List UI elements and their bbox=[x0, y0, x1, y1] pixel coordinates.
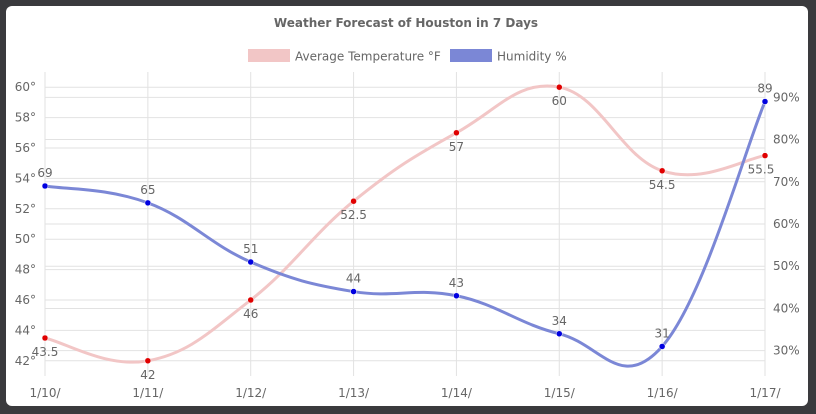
y-right-tick-label: 90% bbox=[773, 90, 800, 104]
data-point-temperature[interactable] bbox=[556, 83, 563, 91]
data-point-temperature[interactable] bbox=[247, 296, 254, 304]
x-tick-label: 1/13/ bbox=[338, 386, 370, 400]
x-tick-label: 1/15/ bbox=[544, 386, 576, 400]
chart-title: Weather Forecast of Houston in 7 Days bbox=[274, 16, 538, 30]
x-axis-ticks: 1/10/1/11/1/12/1/13/1/14/1/15/1/16/1/17/ bbox=[30, 386, 782, 400]
data-label-humidity: 43 bbox=[449, 276, 464, 290]
data-labels: 43.5 42 46 52.5 57 60 54.5 55.5 69 65 51 44 43 34 31 89 bbox=[32, 82, 775, 382]
legend-swatch-temperature[interactable] bbox=[248, 49, 290, 62]
data-point-temperature[interactable] bbox=[658, 167, 666, 175]
y-left-tick-label: 60° bbox=[15, 80, 36, 94]
series-line-humidity bbox=[43, 100, 767, 368]
y-axis-right-ticks: 30% 40% 50% 60% 70% 80% 90% bbox=[773, 90, 800, 357]
x-tick-label: 1/11/ bbox=[132, 386, 164, 400]
data-point-temperature[interactable] bbox=[41, 334, 49, 342]
y-right-tick-label: 40% bbox=[773, 301, 800, 315]
data-label-temperature: 55.5 bbox=[748, 163, 775, 177]
data-label-humidity: 31 bbox=[655, 326, 670, 340]
x-tick-label: 1/12/ bbox=[235, 386, 267, 400]
data-point-temperature[interactable] bbox=[453, 129, 460, 137]
y-right-tick-label: 60% bbox=[773, 217, 800, 231]
data-point-humidity[interactable] bbox=[556, 330, 563, 338]
y-right-tick-label: 50% bbox=[773, 259, 800, 273]
series-layer bbox=[41, 83, 769, 368]
data-point-humidity[interactable] bbox=[144, 199, 152, 207]
legend-label-humidity[interactable]: Humidity % bbox=[497, 50, 567, 64]
data-label-humidity: 34 bbox=[552, 314, 567, 328]
y-left-tick-label: 58° bbox=[15, 111, 36, 125]
y-left-tick-label: 54° bbox=[15, 171, 36, 185]
y-left-tick-label: 44° bbox=[15, 323, 36, 337]
x-tick-label: 1/16/ bbox=[647, 386, 679, 400]
data-point-humidity[interactable] bbox=[453, 292, 460, 300]
data-label-humidity: 51 bbox=[243, 242, 258, 256]
data-label-humidity: 44 bbox=[346, 272, 361, 286]
data-label-temperature: 54.5 bbox=[649, 178, 676, 192]
data-point-temperature[interactable] bbox=[761, 152, 769, 159]
legend-swatch-humidity[interactable] bbox=[450, 49, 492, 62]
data-point-humidity[interactable] bbox=[761, 98, 769, 105]
data-point-humidity[interactable] bbox=[350, 288, 357, 295]
x-tick-label: 1/17/ bbox=[750, 386, 782, 400]
data-label-humidity: 69 bbox=[37, 166, 52, 180]
data-label-temperature: 42 bbox=[140, 368, 155, 382]
y-left-tick-label: 56° bbox=[15, 141, 36, 155]
y-left-tick-label: 42° bbox=[15, 354, 36, 368]
chart-panel: Weather Forecast of Houston in 7 Days Av… bbox=[6, 6, 808, 406]
y-left-tick-label: 52° bbox=[15, 202, 36, 216]
data-point-humidity[interactable] bbox=[247, 258, 254, 266]
series-line-temperature bbox=[43, 84, 767, 364]
legend-label-temperature[interactable]: Average Temperature °F bbox=[295, 50, 441, 64]
data-point-temperature[interactable] bbox=[144, 357, 152, 365]
data-label-temperature: 60 bbox=[552, 94, 567, 108]
data-point-temperature[interactable] bbox=[350, 197, 357, 205]
grid-lines bbox=[44, 72, 766, 376]
y-left-tick-label: 50° bbox=[15, 232, 36, 246]
data-point-humidity[interactable] bbox=[41, 182, 49, 190]
data-label-temperature: 46 bbox=[243, 307, 258, 321]
chart-svg: Weather Forecast of Houston in 7 Days Av… bbox=[15, 16, 800, 400]
legend[interactable]: Average Temperature °F Humidity % bbox=[248, 49, 567, 64]
data-label-humidity: 89 bbox=[757, 82, 772, 96]
y-right-tick-label: 70% bbox=[773, 175, 800, 189]
x-tick-label: 1/14/ bbox=[441, 386, 473, 400]
data-label-temperature: 52.5 bbox=[340, 208, 367, 222]
y-right-tick-label: 30% bbox=[773, 344, 800, 358]
data-point-humidity[interactable] bbox=[658, 343, 666, 350]
y-right-tick-label: 80% bbox=[773, 133, 800, 147]
y-axis-left-ticks: 42° 44° 46° 48° 50° 52° 54° 56° 58° 60° bbox=[15, 80, 36, 368]
data-label-temperature: 43.5 bbox=[32, 345, 59, 359]
y-left-tick-label: 48° bbox=[15, 263, 36, 277]
x-tick-label: 1/10/ bbox=[30, 386, 62, 400]
y-left-tick-label: 46° bbox=[15, 293, 36, 307]
data-label-temperature: 57 bbox=[449, 140, 464, 154]
data-label-humidity: 65 bbox=[140, 183, 155, 197]
